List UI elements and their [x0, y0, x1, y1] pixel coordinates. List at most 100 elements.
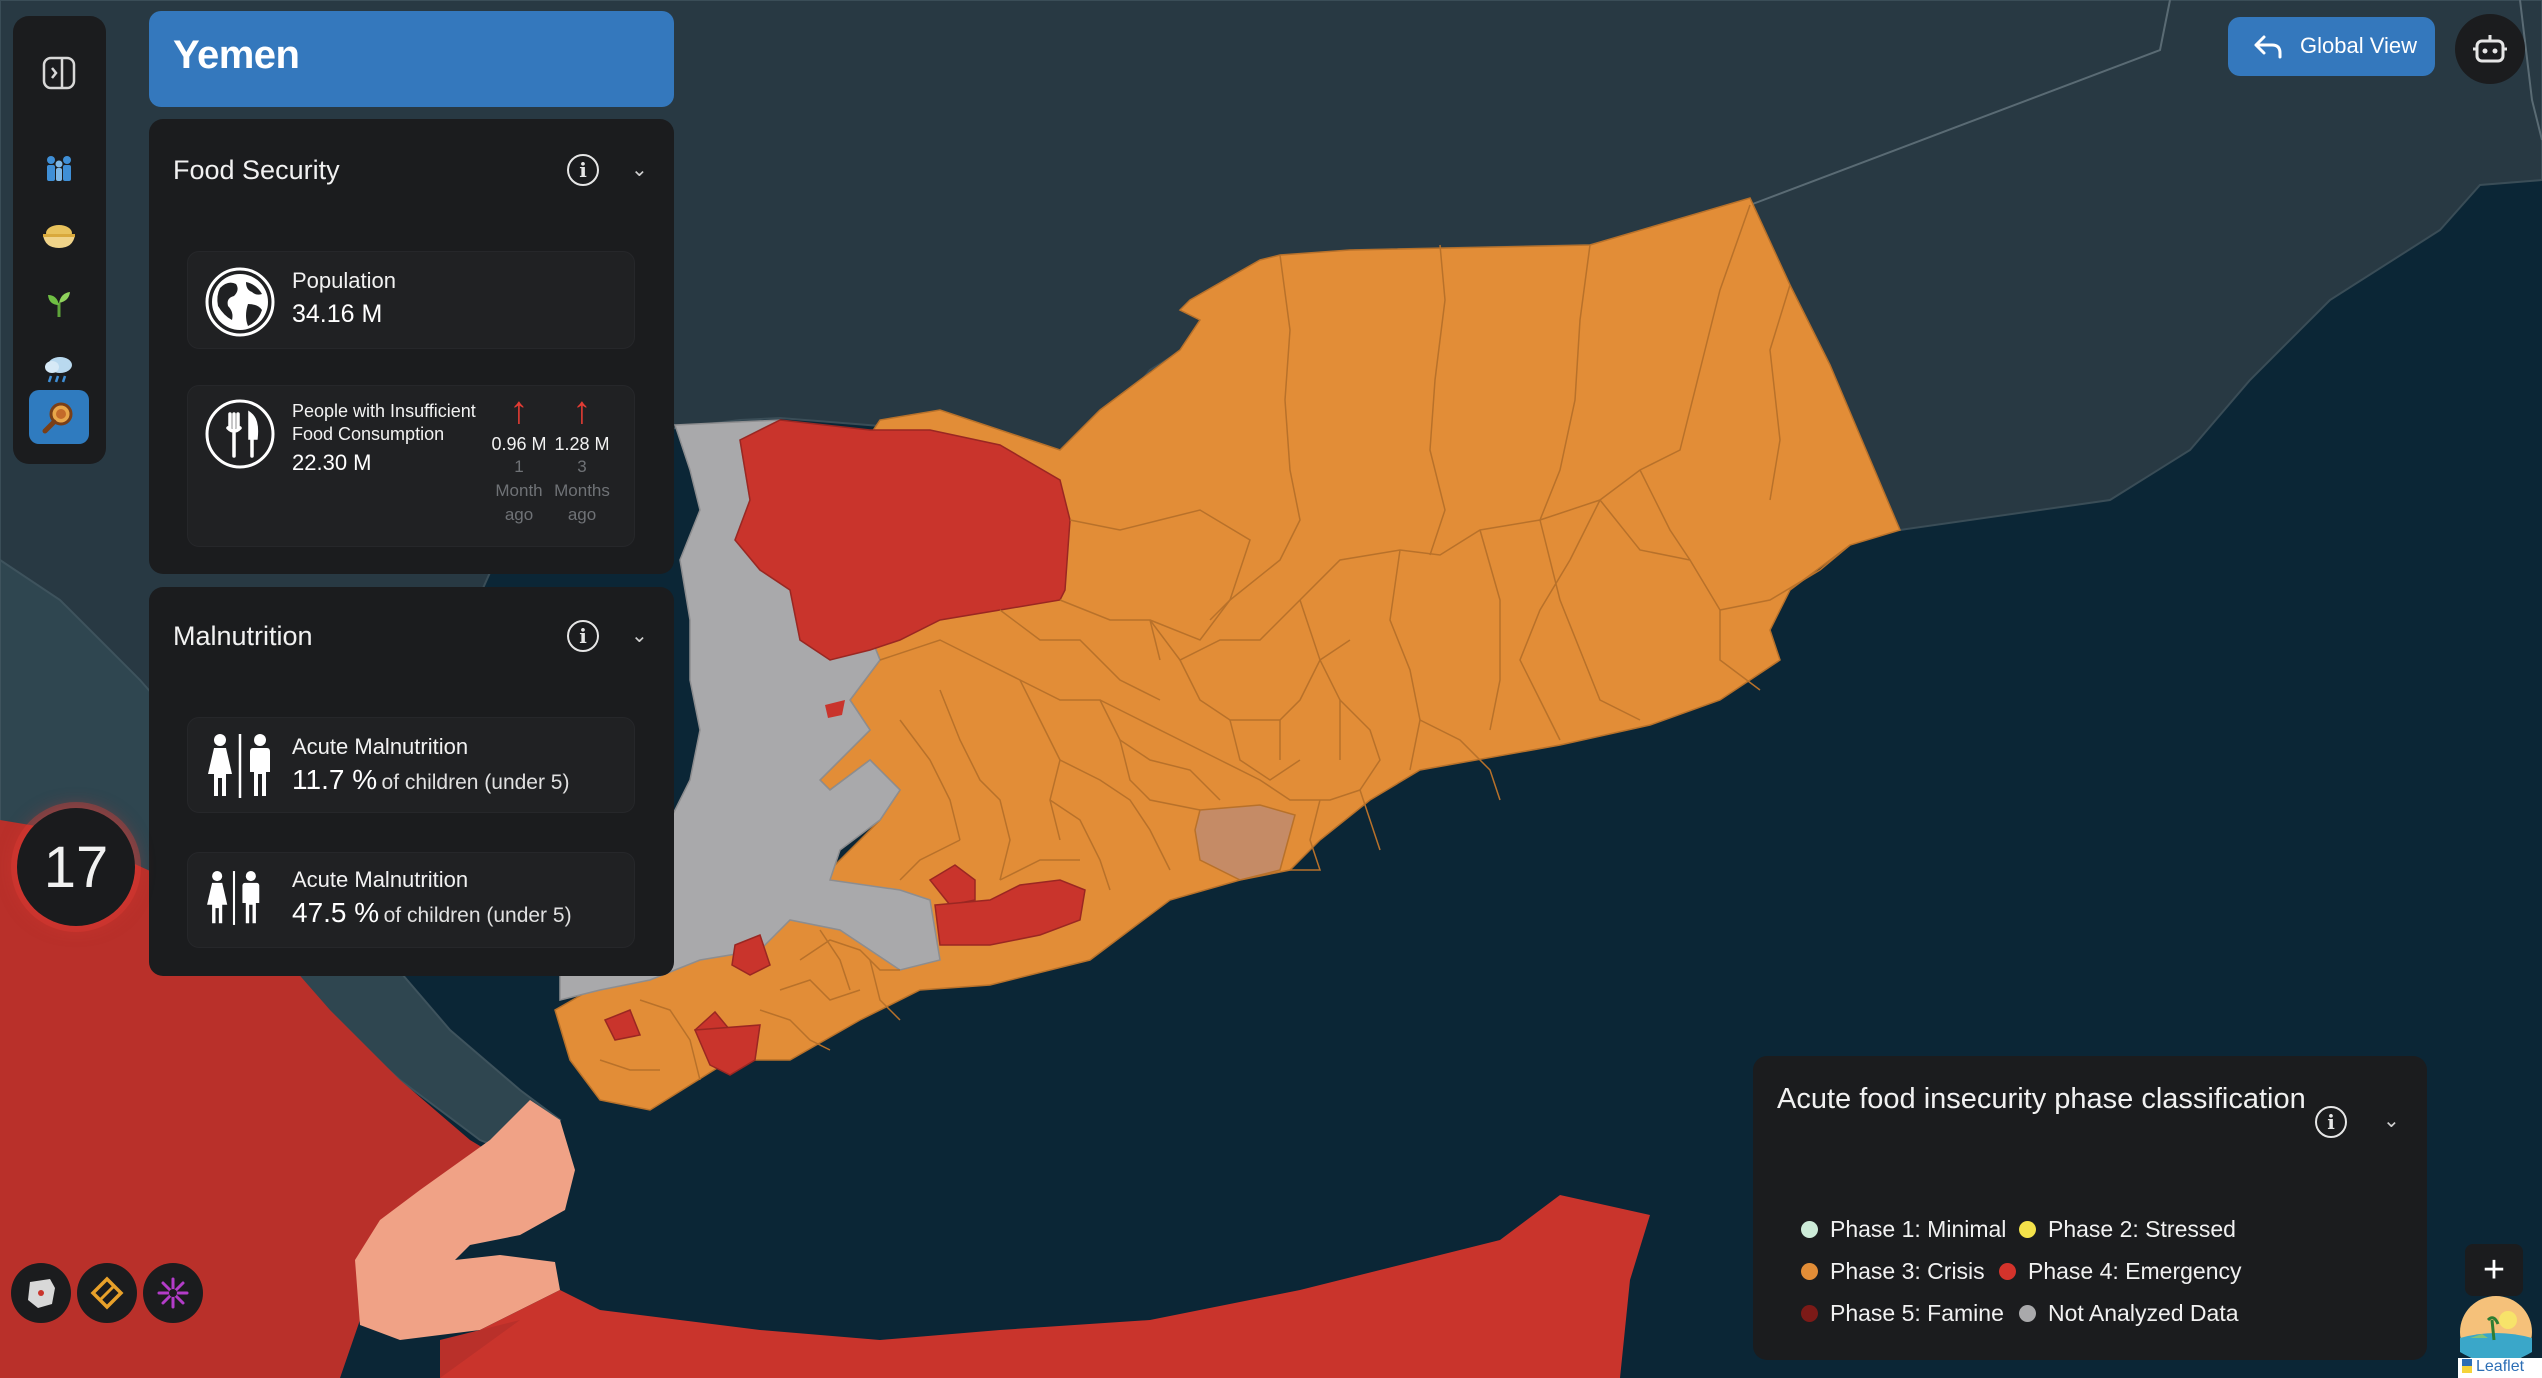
- country-title-bar: Yemen: [149, 11, 674, 107]
- land-somalia: [440, 1195, 1650, 1378]
- arrow-up-icon: ↑: [509, 390, 529, 432]
- conflict-layer-button[interactable]: [143, 1263, 203, 1323]
- sidebar-item-country-search[interactable]: [29, 390, 89, 444]
- legend-item-phase3: Phase 3: Crisis: [1801, 1258, 1985, 1285]
- legend-dot: [1801, 1221, 1818, 1238]
- malnutrition-chevron-down-icon[interactable]: ⌄: [631, 625, 648, 647]
- legend-item-phase2: Phase 2: Stressed: [2019, 1216, 2236, 1243]
- flag-icon-stripe: [2462, 1366, 2472, 1373]
- legend-title: Acute food insecurity phase classificati…: [1777, 1083, 2306, 1115]
- legend-label: Not Analyzed Data: [2048, 1300, 2239, 1326]
- yemen-light-district[interactable]: [1194, 804, 1296, 881]
- sidebar-item-food[interactable]: [29, 209, 89, 263]
- country-title: Yemen: [173, 33, 300, 77]
- legend-label: Phase 3: Crisis: [1830, 1258, 1985, 1284]
- trend-period: 3 Months ago: [554, 457, 610, 524]
- collapse-icon: [42, 56, 76, 90]
- people-icon: [47, 156, 71, 181]
- population-value: 34.16 M: [292, 300, 383, 328]
- legend-item-phase1: Phase 1: Minimal: [1801, 1216, 2006, 1243]
- fork-knife-icon: [205, 399, 275, 469]
- leaflet-label[interactable]: Leaflet: [2476, 1358, 2525, 1375]
- acute-malnutrition-suffix: of children (under 5): [381, 771, 570, 794]
- country-shape-icon: [28, 1279, 55, 1308]
- legend-label: Phase 5: Famine: [1830, 1300, 2004, 1326]
- chatbot-button[interactable]: [2455, 14, 2525, 84]
- malnutrition-info-icon[interactable]: i: [567, 620, 599, 652]
- sprout-icon: [48, 292, 70, 317]
- legend-dot: [1999, 1263, 2016, 1280]
- undo-arrow-icon: [2254, 35, 2282, 59]
- trend-1-month: ↑ 0.96 M 1 Month ago: [484, 392, 554, 527]
- food-security-info-icon[interactable]: i: [567, 154, 599, 186]
- yemen-phase4-district[interactable]: [731, 934, 771, 976]
- insufficient-label-line2: Food Consumption: [292, 424, 445, 444]
- malnutrition-title: Malnutrition: [173, 621, 313, 651]
- acute-malnutrition-value-line: 47.5 % of children (under 5): [292, 897, 572, 929]
- food-security-chevron-down-icon[interactable]: ⌄: [631, 159, 648, 181]
- yemen-phase4-district[interactable]: [928, 864, 976, 906]
- acute-malnutrition-value: 47.5 %: [292, 897, 380, 928]
- legend-label: Phase 2: Stressed: [2048, 1216, 2236, 1242]
- robot-icon: [2473, 35, 2507, 63]
- sidebar: [13, 16, 106, 464]
- sidebar-item-agriculture[interactable]: [29, 276, 89, 330]
- children-icon: [207, 871, 260, 925]
- legend-label: Phase 1: Minimal: [1830, 1216, 2007, 1242]
- legend-chevron-down-icon[interactable]: ⌄: [2383, 1110, 2400, 1132]
- hazard-layer-button[interactable]: [77, 1263, 137, 1323]
- yemen-phase4-spot[interactable]: [825, 700, 845, 718]
- trend-period: 1 Month ago: [495, 457, 543, 524]
- legend-dot: [1801, 1263, 1818, 1280]
- basemap-switcher-icon[interactable]: [2458, 1294, 2534, 1370]
- legend-dot: [1801, 1305, 1818, 1322]
- sidebar-item-weather[interactable]: [29, 342, 89, 396]
- acute-malnutrition-value-line: 11.7 % of children (under 5): [292, 764, 569, 796]
- acute-malnutrition-value: 11.7 %: [292, 764, 378, 795]
- land-djibouti: [355, 1100, 575, 1340]
- leaflet-attribution-link[interactable]: Leaflet: [2458, 1358, 2542, 1378]
- yemen-phase4-north[interactable]: [734, 419, 1071, 661]
- food-bowl-icon: [43, 225, 75, 248]
- legend-item-phase4: Phase 4: Emergency: [1999, 1258, 2242, 1285]
- legend-info-icon[interactable]: i: [2315, 1106, 2347, 1138]
- malnutrition-panel: Malnutrition i ⌄ Acute Malnutrition 11.7…: [149, 587, 674, 976]
- sidebar-item-population[interactable]: [29, 142, 89, 196]
- legend-item-phase5: Phase 5: Famine: [1801, 1300, 2004, 1327]
- acute-malnutrition-card: Acute Malnutrition 11.7 % of children (u…: [187, 717, 635, 813]
- flag-icon: [2462, 1359, 2472, 1366]
- border-line: [1749, 0, 2171, 206]
- trend-3-months: ↑ 1.28 M 3 Months ago: [547, 392, 617, 527]
- acute-malnutrition-suffix: of children (under 5): [383, 904, 572, 927]
- trend-value: 1.28 M: [554, 434, 610, 454]
- weather-icon: [45, 357, 72, 383]
- acute-malnutrition-label: Acute Malnutrition: [292, 867, 469, 892]
- alert-counter-value: 17: [43, 835, 109, 900]
- yemen-phase4-district[interactable]: [934, 879, 1086, 946]
- burst-icon: [157, 1277, 189, 1309]
- food-security-panel: Food Security i ⌄ Population 34.16 M Peo…: [149, 119, 674, 574]
- legend-dot: [2019, 1305, 2036, 1322]
- land-somalia-border: [440, 1320, 520, 1378]
- children-icon: [208, 734, 270, 798]
- border-line: [2519, 0, 2542, 141]
- yemen-phase4-district[interactable]: [603, 1009, 642, 1041]
- trend-value: 0.96 M: [491, 434, 547, 454]
- global-view-button[interactable]: Global View: [2228, 17, 2435, 76]
- legend-label: Phase 4: Emergency: [2028, 1258, 2242, 1284]
- food-security-title: Food Security: [173, 155, 340, 185]
- search-location-icon: [42, 402, 73, 434]
- legend-item-not-analyzed: Not Analyzed Data: [2019, 1300, 2239, 1327]
- globe-icon: [205, 267, 275, 337]
- insufficient-food-card: People with Insufficient Food Consumptio…: [187, 385, 635, 547]
- alert-counter[interactable]: 17: [17, 808, 135, 926]
- sidebar-collapse-button[interactable]: [29, 46, 89, 100]
- acute-malnutrition-card-2: Acute Malnutrition 47.5 % of children (u…: [187, 852, 635, 948]
- acute-malnutrition-label: Acute Malnutrition: [292, 734, 469, 759]
- zoom-in-button[interactable]: +: [2465, 1244, 2523, 1296]
- insufficient-label-line1: People with Insufficient: [292, 401, 476, 421]
- map-layer-button[interactable]: [11, 1263, 71, 1323]
- yemen-phase4-district[interactable]: [693, 1024, 761, 1076]
- global-view-label: Global View: [2300, 33, 2417, 58]
- hazard-icon: [90, 1276, 124, 1310]
